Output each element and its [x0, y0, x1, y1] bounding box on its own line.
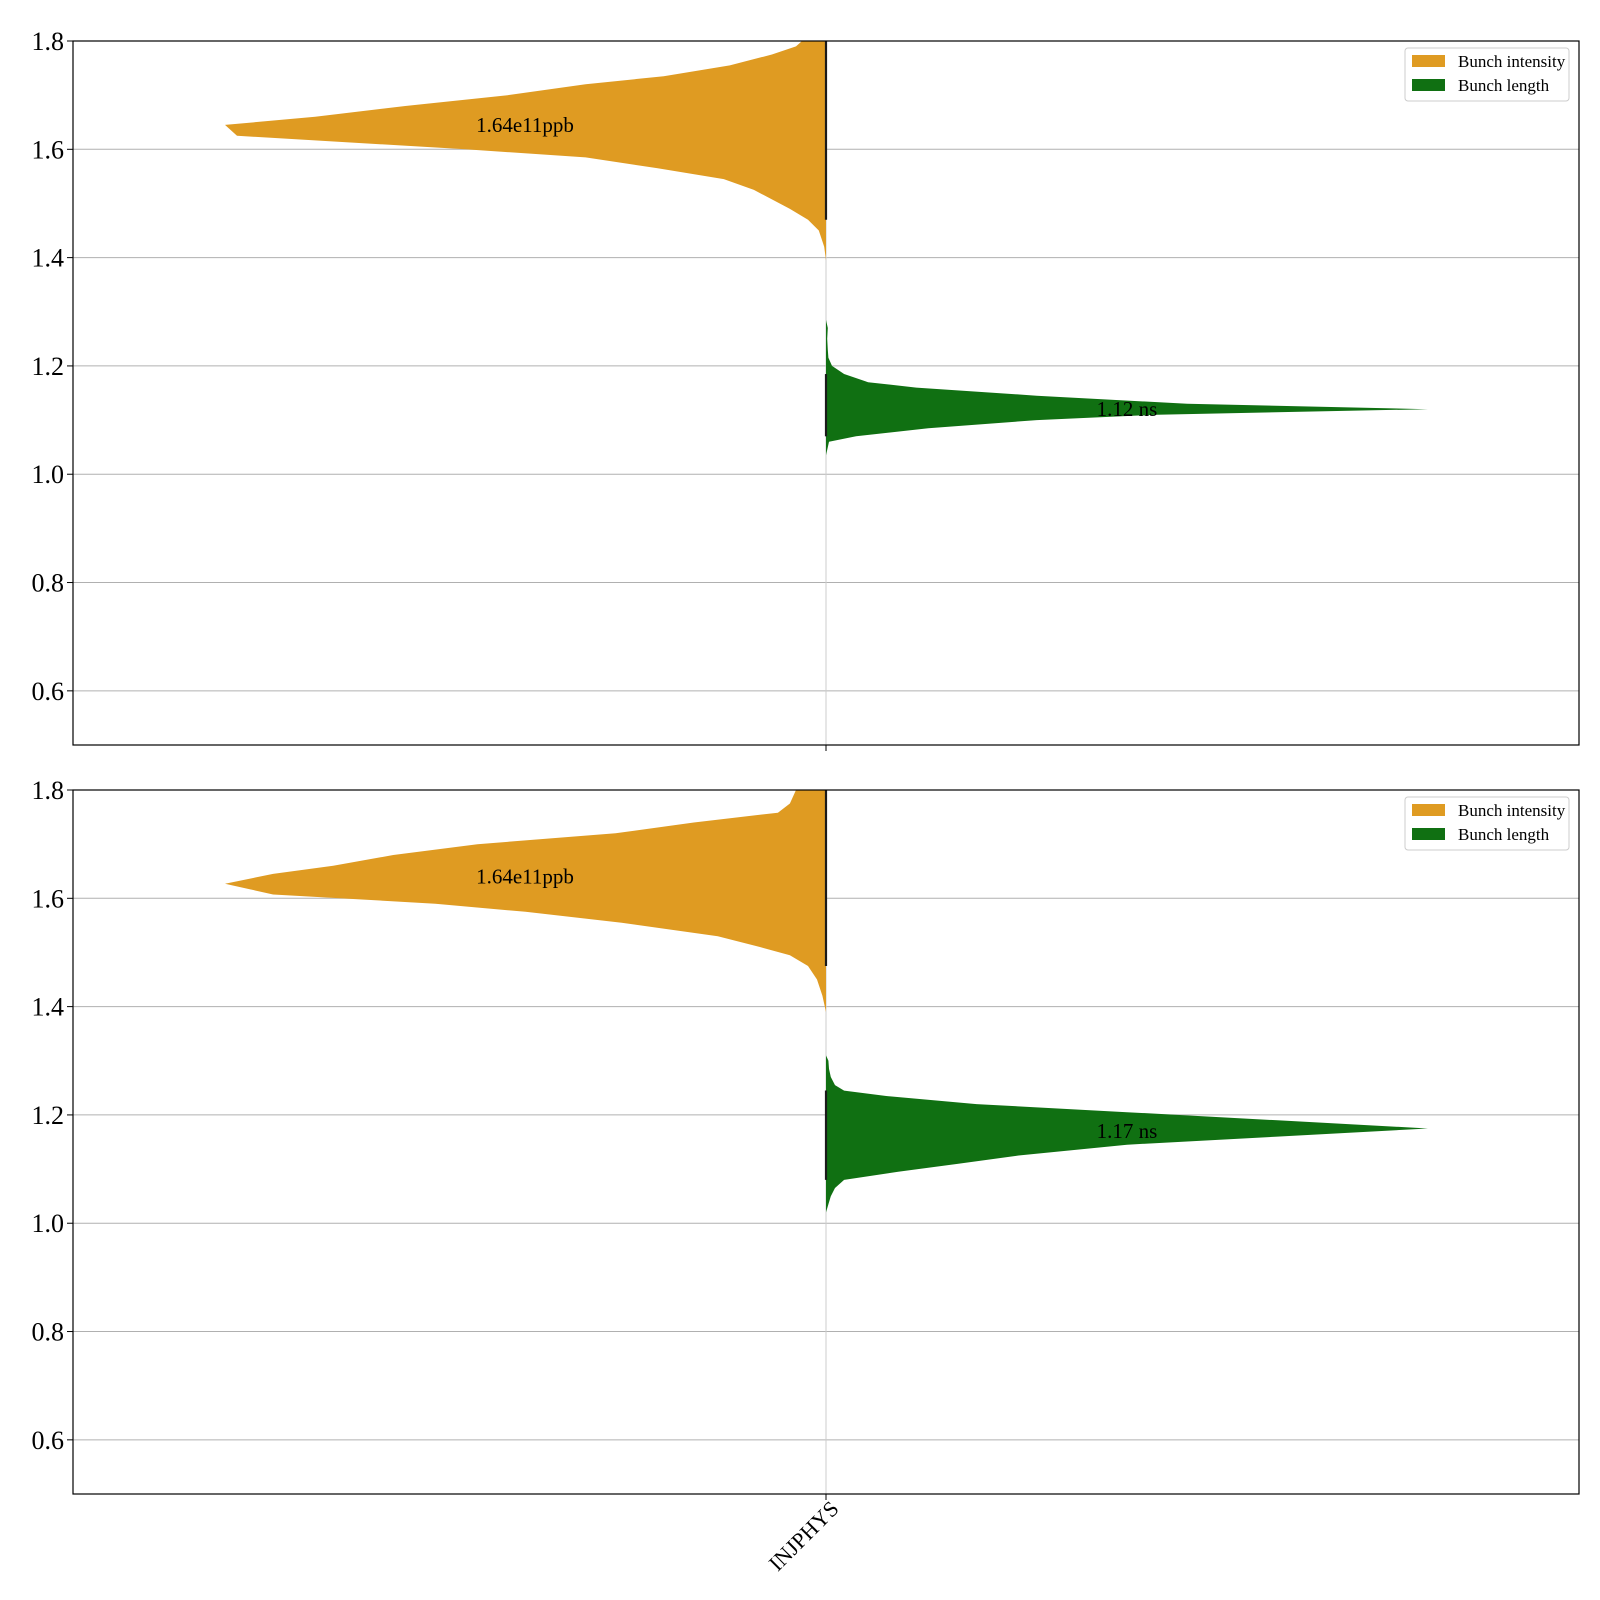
y-tick-label: 1.8	[32, 776, 65, 805]
y-tick-label: 1.4	[32, 993, 65, 1022]
intensity-median-annotation: 1.64e11ppb	[476, 865, 574, 889]
legend-label: Bunch length	[1458, 76, 1550, 95]
y-tick-label: 1.2	[32, 352, 65, 381]
legend-box	[1404, 47, 1570, 102]
y-tick-label: 1.6	[32, 135, 65, 164]
legend-swatch	[1412, 55, 1445, 67]
legend: Bunch intensity Bunch length	[1404, 796, 1570, 851]
intensity-median-annotation: 1.64e11ppb	[476, 113, 574, 137]
y-tick-label: 1.8	[32, 27, 65, 56]
x-tick-label: INJPHYS	[764, 1496, 844, 1576]
y-tick-label: 1.0	[32, 1209, 65, 1238]
legend-label: Bunch intensity	[1458, 52, 1566, 71]
y-tick-label: 1.2	[32, 1101, 65, 1130]
y-tick-label: 0.6	[32, 1426, 65, 1455]
length-violin-half	[826, 319, 1428, 456]
bottom-violin-panel: 0.6 0.8 1.0 1.2 1.4 1.6 1.8 1.64e11ppb 1.17 ns IN…	[32, 776, 1580, 1576]
y-tick-label: 1.0	[32, 460, 65, 489]
legend-label: Bunch length	[1458, 825, 1550, 844]
intensity-violin-half	[225, 790, 826, 1012]
length-violin-half	[826, 1055, 1428, 1213]
y-tick-label: 0.8	[32, 569, 65, 598]
legend-swatch	[1412, 828, 1445, 840]
legend-label: Bunch intensity	[1458, 801, 1566, 820]
y-tick-label: 1.6	[32, 884, 65, 913]
legend-box	[1404, 796, 1570, 851]
length-median-annotation: 1.12 ns	[1097, 397, 1158, 421]
y-tick-label: 0.8	[32, 1318, 65, 1347]
intensity-violin-half	[225, 41, 826, 261]
legend: Bunch intensity Bunch length	[1404, 47, 1570, 102]
y-tick-label: 0.6	[32, 677, 65, 706]
y-tick-label: 1.4	[32, 244, 65, 273]
legend-swatch	[1412, 79, 1445, 91]
top-violin-panel: 0.6 0.8 1.0 1.2 1.4 1.6 1.8 1.64e11ppb 1.12 ns Bu…	[32, 27, 1580, 751]
length-median-annotation: 1.17 ns	[1097, 1119, 1158, 1143]
legend-swatch	[1412, 804, 1445, 816]
